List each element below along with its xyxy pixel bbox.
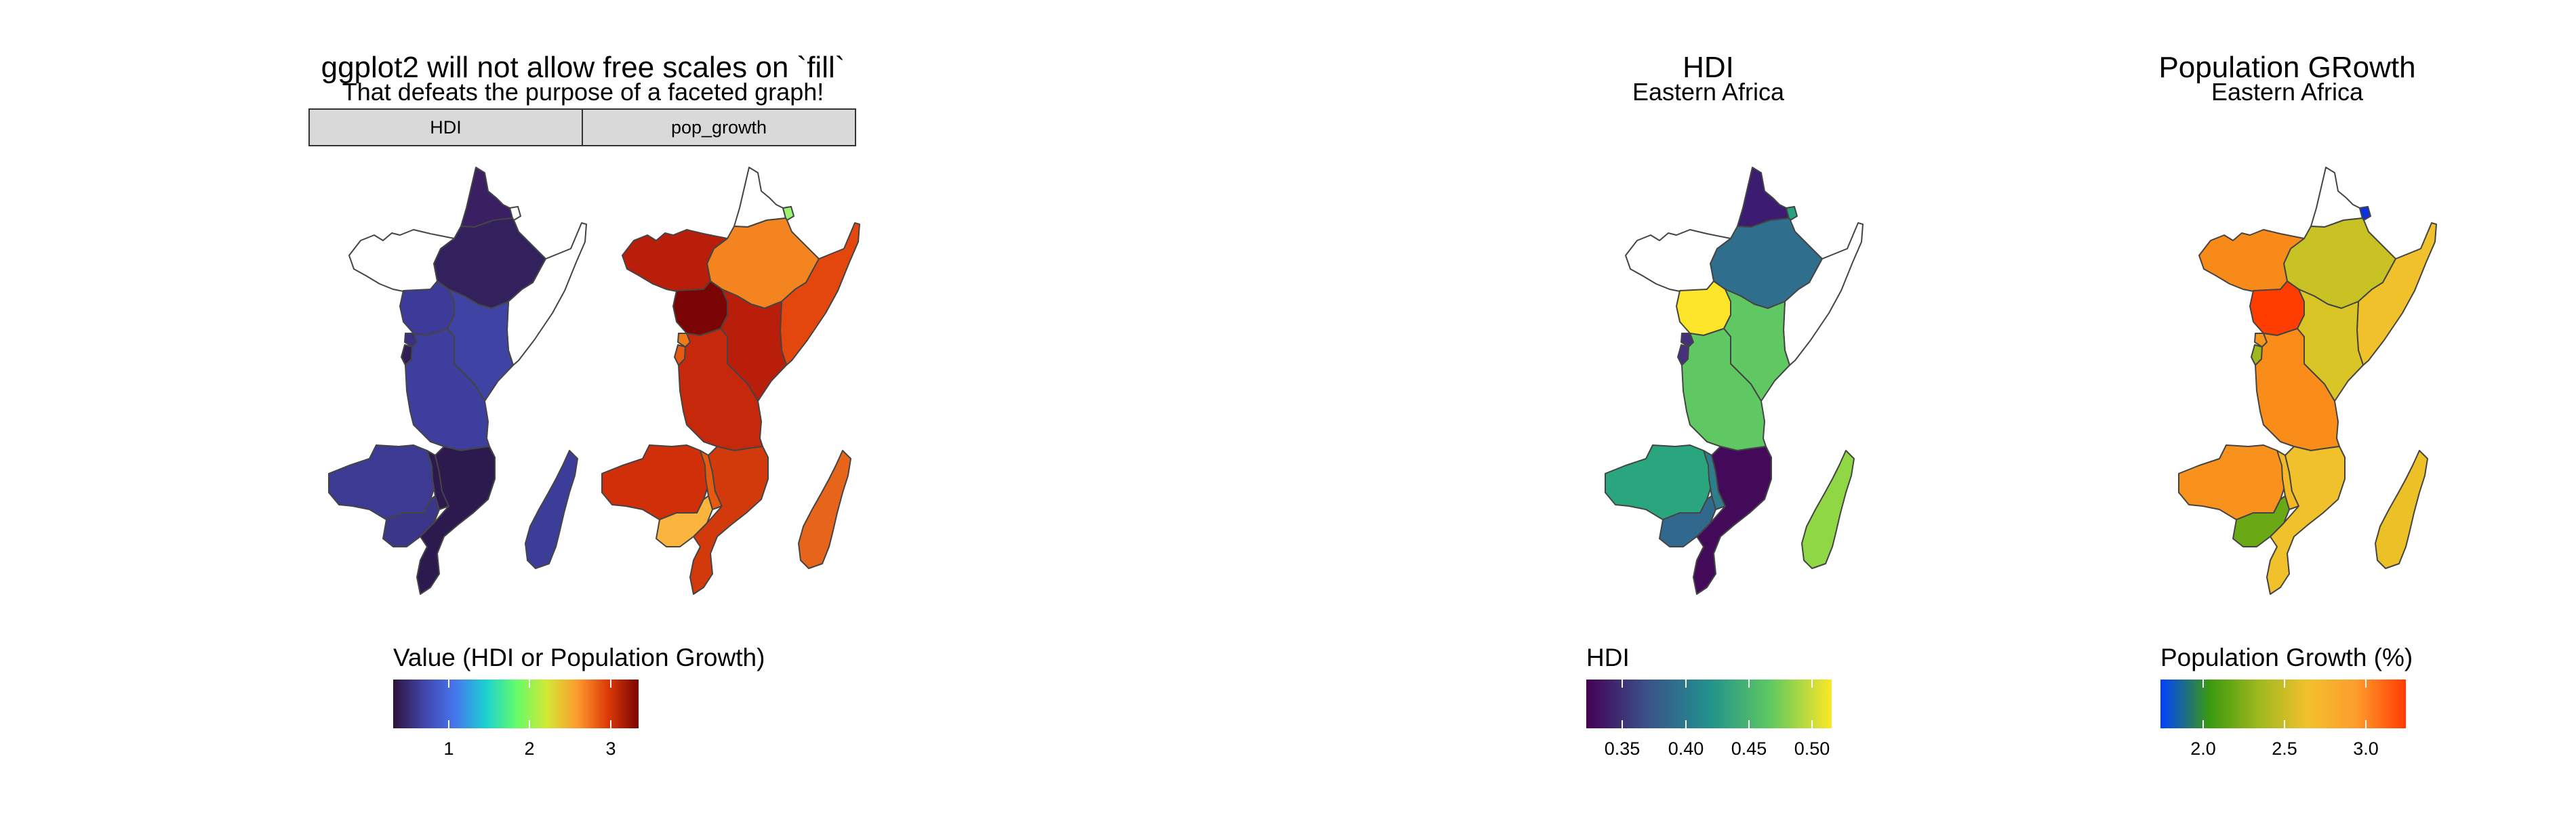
left-panel-title: ggplot2 will not allow free scales on `f… — [321, 51, 845, 84]
legend-tick-mark — [2365, 720, 2367, 728]
region-som — [2356, 222, 2437, 366]
hdi-legend-tick: 0.50 — [1794, 738, 1830, 759]
legend-tick-mark — [2284, 720, 2285, 728]
region-dji — [2359, 206, 2371, 221]
left-legend-tick: 3 — [605, 738, 616, 759]
region-na — [622, 229, 728, 294]
legend-tick-mark — [2202, 680, 2204, 688]
region-som — [506, 222, 587, 366]
region-dji — [509, 206, 521, 221]
facet-strip-label: HDI — [430, 117, 462, 138]
region-dji — [1786, 206, 1798, 221]
legend-tick-mark — [529, 680, 530, 688]
region-na — [2198, 229, 2305, 294]
region-na — [348, 229, 455, 294]
pop-legend-tick: 3.0 — [2353, 738, 2379, 759]
region-eri — [2310, 167, 2363, 228]
pop-panel-title: Population GRowth — [2158, 51, 2416, 84]
legend-tick-mark — [448, 680, 449, 688]
region-na — [1625, 229, 1731, 294]
region-zmb — [601, 444, 711, 520]
hdi-panel-subtitle: Eastern Africa — [1632, 78, 1785, 106]
map-facet-pop-growth — [601, 167, 860, 595]
region-som — [1783, 222, 1864, 366]
legend-tick-mark — [1811, 680, 1813, 688]
legend-tick-mark — [2202, 720, 2204, 728]
legend-tick-mark — [529, 720, 530, 728]
region-eri — [1737, 167, 1790, 228]
map-pop-growth — [2178, 167, 2437, 595]
legend-tick-mark — [2284, 680, 2285, 688]
region-moz — [1693, 446, 1772, 595]
legend-tick-mark — [1748, 680, 1750, 688]
facet-strip-hdi: HDI — [308, 108, 583, 146]
region-zwe — [2232, 495, 2290, 547]
region-moz — [2266, 446, 2346, 595]
facet-strip-label: pop_growth — [670, 117, 767, 138]
legend-tick-mark — [2365, 680, 2367, 688]
region-eri — [733, 167, 786, 228]
hdi-panel-title: HDI — [1683, 51, 1734, 84]
region-zwe — [382, 495, 440, 547]
legend-tick-mark — [610, 680, 611, 688]
legend-tick-mark — [1685, 680, 1687, 688]
region-eri — [460, 167, 513, 228]
region-zmb — [328, 444, 438, 520]
hdi-legend-colorbar — [1586, 680, 1832, 728]
map-hdi — [1605, 167, 1864, 595]
region-zwe — [1659, 495, 1716, 547]
facet-strip-pop-growth: pop_growth — [582, 108, 856, 146]
legend-tick-mark — [1685, 720, 1687, 728]
map-facet-hdi — [328, 167, 587, 595]
region-moz — [689, 446, 769, 595]
legend-tick-mark — [1622, 720, 1623, 728]
region-zmb — [1605, 444, 1714, 520]
pop-legend-title: Population Growth (%) — [2160, 644, 2413, 671]
pop-legend-tick: 2.0 — [2190, 738, 2216, 759]
legend-tick-mark — [1622, 680, 1623, 688]
pop-legend-colorbar — [2160, 680, 2406, 728]
hdi-legend-title: HDI — [1586, 644, 1630, 671]
hdi-legend-tick: 0.40 — [1668, 738, 1704, 759]
legend-tick-mark — [610, 720, 611, 728]
left-legend-title: Value (HDI or Population Growth) — [393, 644, 765, 671]
left-panel-subtitle: That defeats the purpose of a faceted gr… — [342, 78, 824, 106]
legend-tick-mark — [448, 720, 449, 728]
left-legend-colorbar — [393, 680, 639, 728]
legend-tick-mark — [1748, 720, 1750, 728]
region-mdg — [2375, 450, 2428, 569]
region-moz — [416, 446, 496, 595]
left-legend-tick: 1 — [443, 738, 454, 759]
region-dji — [782, 206, 794, 221]
hdi-legend-tick: 0.45 — [1731, 738, 1767, 759]
left-legend-tick: 2 — [524, 738, 535, 759]
pop-panel-subtitle: Eastern Africa — [2211, 78, 2364, 106]
region-zwe — [656, 495, 713, 547]
region-mdg — [525, 450, 578, 569]
hdi-legend-tick: 0.35 — [1604, 738, 1641, 759]
pop-legend-tick: 2.5 — [2272, 738, 2297, 759]
region-zmb — [2178, 444, 2288, 520]
region-som — [780, 222, 860, 366]
region-mdg — [1801, 450, 1855, 569]
legend-tick-mark — [1811, 720, 1813, 728]
region-mdg — [798, 450, 851, 569]
